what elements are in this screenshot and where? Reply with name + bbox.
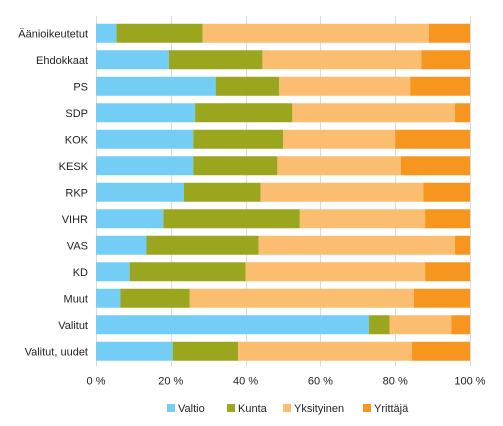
bar-segment xyxy=(369,315,390,335)
category-label: Muut xyxy=(64,293,88,305)
x-tick-label: 100 % xyxy=(454,376,485,388)
bar-segment xyxy=(96,156,194,176)
bar-segment xyxy=(183,182,261,202)
bar-segment xyxy=(202,23,429,43)
bar-segment xyxy=(258,235,456,255)
bar-segment xyxy=(193,156,278,176)
legend-item: Kunta xyxy=(227,403,268,415)
category-label: KOK xyxy=(65,134,89,146)
category-label: Ehdokkaat xyxy=(36,55,88,67)
x-tick-label: 80 % xyxy=(383,376,408,388)
bar-segment xyxy=(96,103,196,123)
bar-segment xyxy=(96,235,147,255)
bar-segment xyxy=(96,341,173,361)
bar-segment xyxy=(262,50,422,70)
category-label: VIHR xyxy=(62,214,88,226)
legend-label: Yrittäjä xyxy=(374,403,409,415)
bar-segment xyxy=(96,50,169,70)
bar-segment xyxy=(96,182,184,202)
bar-segment xyxy=(451,315,470,335)
x-tick-label: 0 % xyxy=(87,376,106,388)
category-label: KESK xyxy=(59,161,89,173)
legend-item: Valtio xyxy=(167,403,205,415)
legend-label: Yksityinen xyxy=(294,403,344,415)
bar-segment xyxy=(96,23,117,43)
bar-segment xyxy=(96,262,130,282)
bar-segment xyxy=(215,76,280,96)
bar-segment xyxy=(412,341,470,361)
category-label: KD xyxy=(73,267,88,279)
category-label: PS xyxy=(73,81,88,93)
bar-segment xyxy=(455,103,470,123)
bar-segment xyxy=(423,182,470,202)
legend-swatch xyxy=(283,404,291,412)
category-label: Äänioikeutetut xyxy=(18,28,88,40)
legend-item: Yrittäjä xyxy=(363,403,409,415)
legend-swatch xyxy=(363,404,371,412)
bar-segment xyxy=(168,50,263,70)
legend-swatch xyxy=(227,404,235,412)
bar-segment xyxy=(389,315,452,335)
bar-segment xyxy=(299,209,426,229)
bar-segment xyxy=(283,129,396,149)
bar-segment xyxy=(260,182,424,202)
bar-segment xyxy=(238,341,413,361)
bar-segment xyxy=(146,235,259,255)
category-label: Valitut, uudet xyxy=(25,346,88,358)
x-tick-label: 40 % xyxy=(233,376,258,388)
bar-segment xyxy=(96,209,164,229)
bar-segment xyxy=(410,76,470,96)
legend-label: Kunta xyxy=(238,403,268,415)
bars xyxy=(96,23,470,361)
bar-segment xyxy=(421,50,470,70)
bar-segment xyxy=(129,262,246,282)
bar-segment xyxy=(96,129,194,149)
bar-segment xyxy=(400,156,470,176)
bar-segment xyxy=(120,288,190,308)
x-axis-tick-labels: 0 % 20 % 40 % 60 % 80 % 100 % xyxy=(87,376,486,388)
bar-segment xyxy=(292,103,456,123)
x-tick-label: 20 % xyxy=(158,376,183,388)
legend-swatch xyxy=(167,404,175,412)
bar-segment xyxy=(413,288,470,308)
bar-segment xyxy=(195,103,293,123)
bar-segment xyxy=(189,288,414,308)
legend-item: Yksityinen xyxy=(283,403,344,415)
category-label: RKP xyxy=(65,187,88,199)
legend: Valtio Kunta Yksityinen Yrittäjä xyxy=(167,403,409,415)
bar-segment xyxy=(245,262,426,282)
bar-segment xyxy=(163,209,300,229)
category-labels: Äänioikeutetut Ehdokkaat PS SDP KOK KESK RKP VI… xyxy=(18,28,88,358)
bar-segment xyxy=(277,156,401,176)
x-tick-label: 60 % xyxy=(308,376,333,388)
bar-segment xyxy=(193,129,283,149)
bar-segment xyxy=(96,315,370,335)
category-label: VAS xyxy=(67,240,88,252)
bar-segment xyxy=(428,23,470,43)
bar-segment xyxy=(395,129,470,149)
category-label: SDP xyxy=(65,108,88,120)
bar-segment xyxy=(279,76,411,96)
bar-segment xyxy=(116,23,203,43)
legend-label: Valtio xyxy=(178,403,205,415)
bar-segment xyxy=(96,288,121,308)
bar-segment xyxy=(172,341,239,361)
bar-segment xyxy=(455,235,470,255)
category-label: Valitut xyxy=(58,320,88,332)
bar-segment xyxy=(425,209,470,229)
bar-segment xyxy=(96,76,216,96)
bar-segment xyxy=(425,262,470,282)
